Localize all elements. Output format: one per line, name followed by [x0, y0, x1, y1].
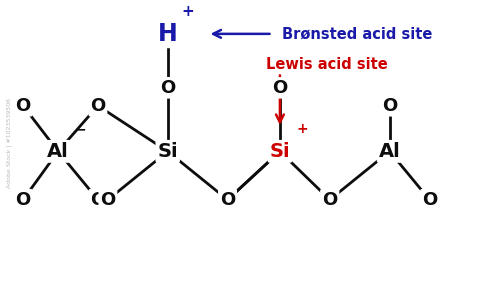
Text: O: O: [16, 191, 31, 209]
Text: O: O: [272, 79, 287, 97]
Text: O: O: [16, 97, 31, 115]
Text: Si: Si: [158, 142, 178, 161]
Text: O: O: [322, 191, 338, 209]
Text: O: O: [382, 97, 397, 115]
Text: Brønsted acid site: Brønsted acid site: [282, 26, 433, 41]
Text: Adobe Stock | #1023539506: Adobe Stock | #1023539506: [7, 98, 12, 188]
Text: O: O: [422, 191, 437, 209]
Text: +: +: [296, 122, 308, 136]
Text: −: −: [74, 122, 86, 136]
Text: Al: Al: [47, 142, 69, 161]
Text: H: H: [158, 22, 178, 46]
Text: O: O: [220, 191, 235, 209]
Text: +: +: [182, 4, 194, 19]
Text: O: O: [220, 191, 235, 209]
Text: O: O: [90, 97, 106, 115]
Text: Al: Al: [378, 142, 400, 161]
Text: O: O: [160, 79, 176, 97]
Text: O: O: [90, 191, 106, 209]
Text: Lewis acid site: Lewis acid site: [266, 57, 388, 72]
Text: Si: Si: [270, 142, 290, 161]
Text: O: O: [100, 191, 116, 209]
Text: O: O: [322, 191, 338, 209]
